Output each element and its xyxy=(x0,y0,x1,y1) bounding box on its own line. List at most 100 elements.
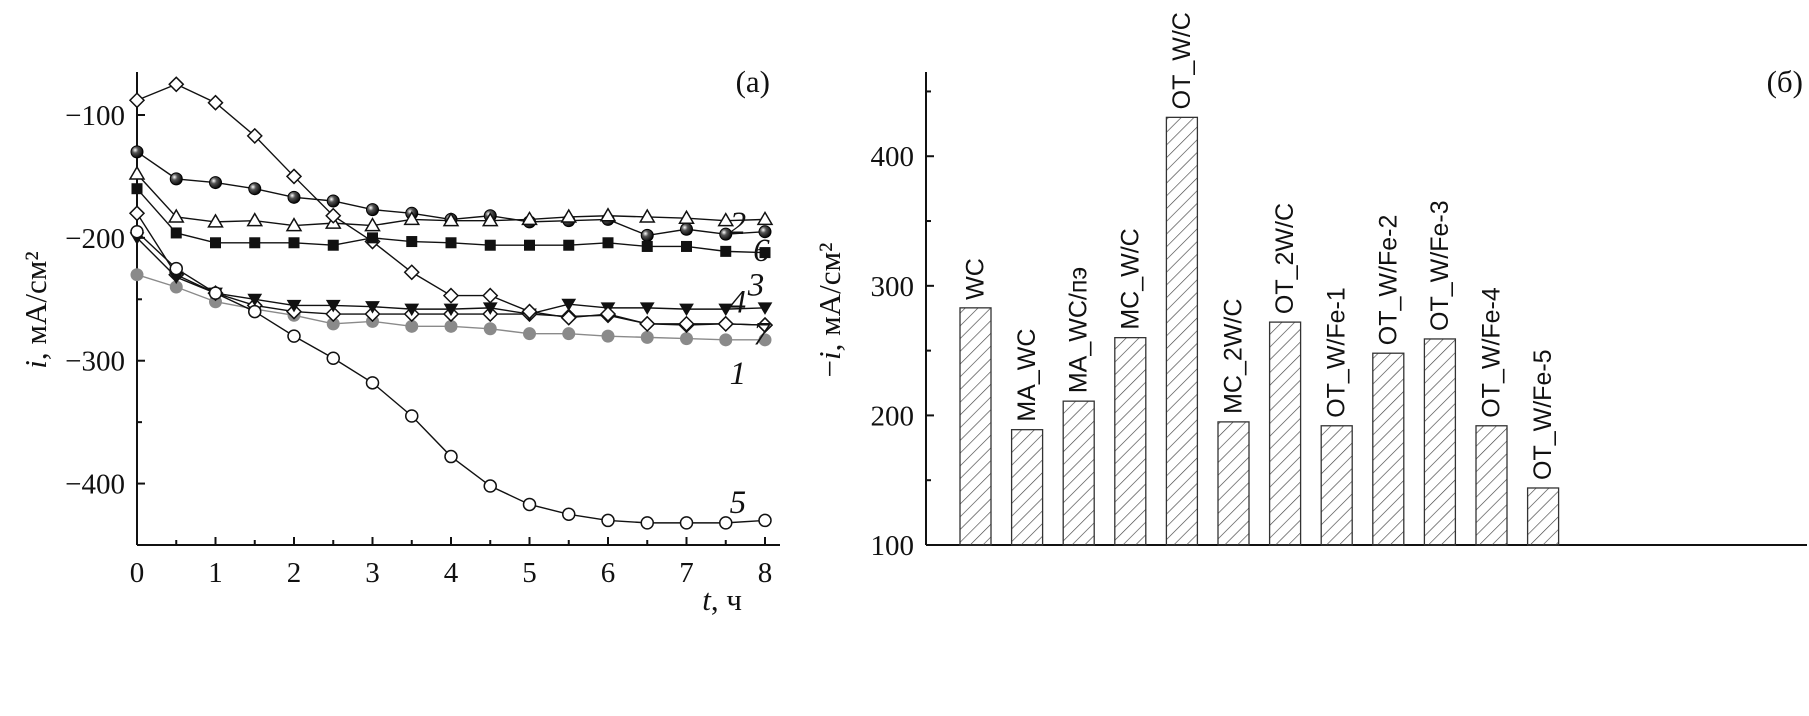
open-circle-marker xyxy=(640,516,654,530)
y-tick-label: −200 xyxy=(65,223,125,255)
open-diamond-marker xyxy=(285,168,303,185)
bar-category-label: WC xyxy=(962,258,990,300)
gray-circle-marker xyxy=(601,329,615,343)
open-triangle-up-marker xyxy=(638,208,656,223)
bar-category-label: MA_WC/пэ xyxy=(1065,267,1093,393)
y-tick-label: −400 xyxy=(65,469,125,501)
bar-MC_2W/C xyxy=(1217,421,1250,546)
bar-category-label: MC_2W/C xyxy=(1220,299,1248,414)
y-tick-label: 100 xyxy=(871,530,915,562)
panel-a-x-unit: , ч xyxy=(711,582,742,617)
bar-OT_W/Fe-2 xyxy=(1372,352,1405,546)
sphere-marker xyxy=(326,194,340,208)
sphere-marker xyxy=(758,225,772,239)
filled-square-marker xyxy=(759,247,771,259)
filled-triangle-down-marker xyxy=(679,303,694,317)
filled-triangle-down-marker xyxy=(639,302,655,315)
filled-square-marker xyxy=(524,239,535,251)
open-circle-marker xyxy=(287,329,301,343)
filled-square-marker xyxy=(641,240,653,252)
panel-b-label: (б) xyxy=(1767,64,1803,99)
gray-circle-marker xyxy=(562,327,576,341)
x-tick-label: 1 xyxy=(208,557,223,589)
open-circle-marker xyxy=(444,449,458,464)
x-tick-label: 6 xyxy=(601,557,616,589)
panel-b-bar-chart: 100 200 300 400 WC MA_WC MA_WC/пэ MC_W/C OT_W/C… xyxy=(812,12,1807,562)
bar-category-label: OT_W/Fe-2 xyxy=(1374,215,1402,346)
bar-category-label: MC_W/C xyxy=(1116,228,1144,329)
y-tick-label: −100 xyxy=(65,100,125,132)
panel-b-y-prefix: − xyxy=(812,360,847,377)
open-circle-marker xyxy=(248,304,262,319)
series-6 xyxy=(128,165,774,232)
open-triangle-up-marker xyxy=(207,213,224,228)
series-8 xyxy=(131,183,771,259)
panel-a-x-var: t xyxy=(702,582,712,617)
sphere-marker xyxy=(169,172,183,186)
y-tick-label: 400 xyxy=(871,141,915,173)
open-triangle-up-marker xyxy=(756,210,774,226)
open-triangle-up-marker xyxy=(717,212,735,227)
sphere-marker xyxy=(130,145,144,159)
gray-circle-marker xyxy=(523,327,536,341)
bar-OT_2W/C xyxy=(1268,321,1302,546)
open-circle-marker xyxy=(326,351,340,366)
y-tick-label: 300 xyxy=(871,271,915,303)
x-tick-label: 0 xyxy=(130,557,145,589)
filled-triangle-down-marker xyxy=(718,303,734,317)
bar-category-label: OT_2W/C xyxy=(1271,203,1299,314)
y-tick-label: −300 xyxy=(65,346,125,378)
open-circle-marker xyxy=(758,513,772,528)
open-triangle-up-marker xyxy=(128,165,146,180)
panel-a-curve-labels: 264 3 71 5 xyxy=(730,206,772,521)
filled-square-marker xyxy=(720,245,732,257)
filled-triangle-down-marker xyxy=(325,299,341,313)
filled-square-marker xyxy=(327,239,339,251)
panel-b-bars: WC MA_WC MA_WC/пэ MC_W/C OT_W/C MC_2W/C OT_2W/… xyxy=(959,12,1560,546)
bar-OT_W/Fe-1 xyxy=(1320,425,1353,546)
open-triangle-up-marker xyxy=(285,217,303,232)
gray-circle-marker xyxy=(483,322,497,336)
series-5-line xyxy=(136,231,766,524)
open-diamond-marker xyxy=(717,315,734,332)
curve-label: 1 xyxy=(730,356,747,392)
panel-a-label: (а) xyxy=(736,64,770,99)
open-circle-marker xyxy=(522,497,537,512)
gray-circle-marker xyxy=(405,319,419,333)
series-4 xyxy=(129,232,773,322)
open-circle-marker xyxy=(483,479,497,493)
bar-MC_W/C xyxy=(1114,337,1147,546)
open-circle-marker xyxy=(208,286,223,300)
open-diamond-marker xyxy=(756,317,774,334)
open-circle-marker xyxy=(679,516,694,530)
panel-a-x-axis-label: t, ч xyxy=(702,582,742,617)
x-tick-label: 4 xyxy=(444,557,459,589)
gray-circle-marker xyxy=(130,268,144,282)
open-diamond-marker xyxy=(325,207,342,224)
curve-label: 2 xyxy=(730,206,747,242)
bar-OT_W/Fe-3 xyxy=(1423,338,1457,546)
open-diamond-marker xyxy=(599,305,617,323)
x-tick-label: 5 xyxy=(522,557,537,589)
open-circle-marker xyxy=(365,376,380,390)
filled-triangle-down-marker xyxy=(286,299,302,313)
x-tick-label: 8 xyxy=(758,557,773,589)
filled-square-marker xyxy=(445,237,457,249)
gray-circle-marker xyxy=(640,330,654,344)
open-circle-marker xyxy=(405,409,419,423)
open-triangle-up-marker xyxy=(403,210,421,226)
open-circle-marker xyxy=(601,513,615,528)
open-diamond-marker xyxy=(521,303,538,320)
gray-circle-marker xyxy=(680,332,693,346)
bar-category-label: OT_W/C xyxy=(1168,12,1196,109)
filled-square-marker xyxy=(288,237,300,249)
filled-triangle-down-marker xyxy=(404,303,420,317)
open-triangle-up-marker xyxy=(560,208,578,223)
open-diamond-marker xyxy=(678,315,695,332)
open-diamond-marker xyxy=(364,305,381,323)
panel-a-y-axis-label: i, мА/см² xyxy=(18,251,53,368)
sphere-marker xyxy=(209,176,222,190)
panel-a-y-ticks: −100 −200 −300 −400 xyxy=(65,100,145,501)
curve-label: 4 xyxy=(730,285,747,321)
